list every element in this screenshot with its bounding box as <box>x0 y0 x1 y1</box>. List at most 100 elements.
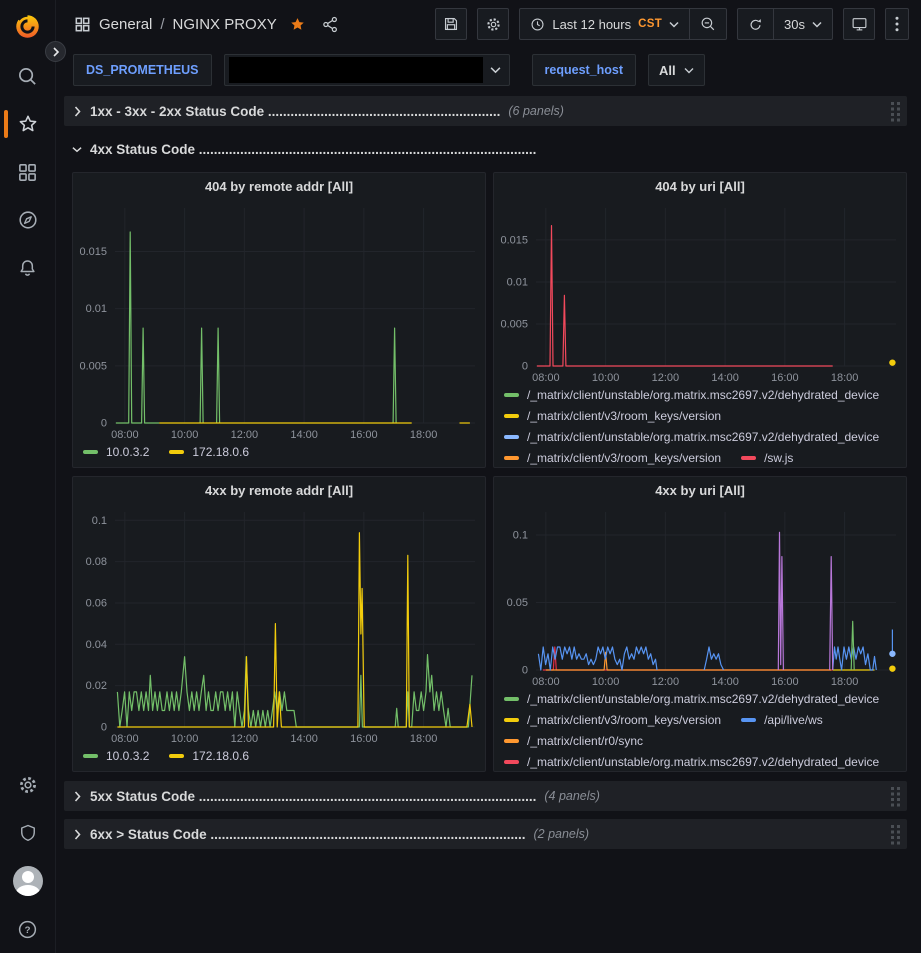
share-icon[interactable] <box>322 16 339 33</box>
legend-item[interactable]: /_matrix/client/r0/sync <box>504 734 643 748</box>
svg-text:0.05: 0.05 <box>507 597 528 609</box>
legend-item[interactable]: /_matrix/client/unstable/org.matrix.msc2… <box>504 755 879 769</box>
legend-item[interactable]: /_matrix/client/v3/room_keys/version <box>504 451 721 465</box>
sidebar-item-configuration[interactable] <box>0 761 56 809</box>
chevron-down-icon <box>684 67 694 73</box>
sidebar-item-server-admin[interactable] <box>0 809 56 857</box>
legend-item[interactable]: /_matrix/client/unstable/org.matrix.msc2… <box>504 388 879 402</box>
chevron-down-icon <box>669 21 679 28</box>
sidebar-item-alerting[interactable] <box>0 244 56 292</box>
chart-svg: 08:00 10:00 12:00 14:00 16:00 18:00 0 0.005 0.01… <box>500 208 896 384</box>
panel-title[interactable]: 404 by uri [All] <box>655 179 745 194</box>
legend-item[interactable]: /api/live/ws <box>741 713 823 727</box>
legend-swatch-icon <box>504 718 519 722</box>
svg-text:14:00: 14:00 <box>711 676 739 688</box>
legend-swatch-icon <box>504 760 519 764</box>
row-header-6xx[interactable]: 6xx > Status Code ......................… <box>64 819 907 849</box>
zoom-out-button[interactable] <box>690 9 726 39</box>
legend-label: /_matrix/client/unstable/org.matrix.msc2… <box>527 755 880 769</box>
panel-chart[interactable]: 08:00 10:00 12:00 14:00 16:00 18:00 0 0.02 0.04 0… <box>73 504 485 747</box>
save-dashboard-button[interactable] <box>435 8 468 40</box>
svg-text:0: 0 <box>522 665 528 677</box>
sidebar-item-explore[interactable] <box>0 196 56 244</box>
time-range-picker[interactable]: Last 12 hours CST <box>520 9 689 39</box>
panel-chart[interactable]: 08:00 10:00 12:00 14:00 16:00 18:00 0 0.005 0.01… <box>73 200 485 443</box>
main-area: General / NGINX PROXY Last 12 hours <box>56 0 921 953</box>
refresh-interval-label: 30s <box>784 16 805 32</box>
sidebar-item-profile[interactable] <box>0 857 56 905</box>
legend-item[interactable]: /sw.js <box>741 451 793 465</box>
more-options-button[interactable] <box>885 8 909 40</box>
legend-item[interactable]: 172.18.0.6 <box>169 445 249 459</box>
svg-text:0: 0 <box>101 418 107 430</box>
svg-text:10:00: 10:00 <box>171 733 199 745</box>
legend-item[interactable]: /_matrix/client/unstable/org.matrix.msc2… <box>504 430 879 444</box>
legend-item[interactable]: /_matrix/client/unstable/org.matrix.msc2… <box>504 692 879 706</box>
svg-text:16:00: 16:00 <box>350 429 378 441</box>
sidebar-item-dashboards[interactable] <box>0 148 56 196</box>
legend-label: /_matrix/client/unstable/org.matrix.msc2… <box>527 692 880 706</box>
cycle-view-mode-button[interactable] <box>843 8 875 40</box>
chevron-down-icon <box>812 21 822 28</box>
dashboard-body: 1xx - 3xx - 2xx Status Code ............… <box>56 92 921 953</box>
breadcrumb-section[interactable]: General <box>99 15 153 33</box>
row-header-5xx[interactable]: 5xx Status Code ........................… <box>64 781 907 811</box>
row-drag-handle[interactable] <box>890 824 901 845</box>
svg-text:0.01: 0.01 <box>507 276 528 288</box>
gear-icon <box>487 17 500 31</box>
legend-label: /_matrix/client/unstable/org.matrix.msc2… <box>527 388 880 402</box>
row-header-1xx-3xx-2xx[interactable]: 1xx - 3xx - 2xx Status Code ............… <box>64 96 907 126</box>
svg-text:08:00: 08:00 <box>111 733 139 745</box>
sidebar-expand-button[interactable] <box>45 41 66 62</box>
panel-404-by-remote-addr-all-: 404 by remote addr [All] 08:00 10:00 12:00 1… <box>72 172 486 468</box>
variable-request-host-value[interactable]: All <box>648 54 705 86</box>
legend-swatch-icon <box>504 435 519 439</box>
svg-text:0: 0 <box>522 361 528 373</box>
timezone-label: CST <box>638 18 663 30</box>
svg-text:0.01: 0.01 <box>86 303 107 315</box>
svg-text:10:00: 10:00 <box>592 676 620 688</box>
panel-title[interactable]: 4xx by remote addr [All] <box>204 483 354 498</box>
sidebar-item-search[interactable] <box>0 52 56 100</box>
row-drag-handle[interactable] <box>890 101 901 122</box>
refresh-button[interactable] <box>738 9 773 39</box>
legend-item[interactable]: 10.0.3.2 <box>83 749 149 763</box>
legend-swatch-icon <box>741 718 757 722</box>
svg-text:18:00: 18:00 <box>831 676 859 688</box>
legend-item[interactable]: 10.0.3.2 <box>83 445 149 459</box>
legend-item[interactable]: 172.18.0.6 <box>169 749 249 763</box>
chevron-down-icon <box>72 146 82 153</box>
row-panel-count: (4 panels) <box>544 789 600 803</box>
sidebar-item-help[interactable]: ? <box>0 905 56 953</box>
dashboard-settings-button[interactable] <box>477 8 510 40</box>
panel-chart[interactable]: 08:00 10:00 12:00 14:00 16:00 18:00 0 0.005 0.01… <box>494 200 906 386</box>
row-header-4xx[interactable]: 4xx Status Code ........................… <box>64 134 907 164</box>
gear-icon <box>19 777 36 793</box>
legend-item[interactable]: /_matrix/client/v3/room_keys/version <box>504 713 721 727</box>
panel-title[interactable]: 4xx by uri [All] <box>655 483 745 498</box>
legend-label: 10.0.3.2 <box>106 749 150 763</box>
row-drag-handle[interactable] <box>890 786 901 807</box>
dashboard-toolbar: Last 12 hours CST 30s <box>435 8 909 40</box>
variable-request-host-label[interactable]: request_host <box>531 54 637 86</box>
panel-legend: 10.0.3.2 172.18.0.6 <box>73 443 485 467</box>
legend-item[interactable]: /_matrix/client/v3/room_keys/version <box>504 409 721 423</box>
variable-ds-prometheus-value[interactable] <box>223 54 510 86</box>
variable-ds-prometheus-label[interactable]: DS_PROMETHEUS <box>73 54 212 86</box>
panel-title[interactable]: 404 by remote addr [All] <box>204 179 354 194</box>
zoom-out-icon <box>701 17 715 31</box>
grafana-logo[interactable] <box>0 0 56 52</box>
breadcrumb-title[interactable]: NGINX PROXY <box>172 15 277 33</box>
legend-swatch-icon <box>504 739 519 743</box>
legend-label: /_matrix/client/v3/room_keys/version <box>527 409 722 423</box>
grafana-logo-icon <box>16 13 39 38</box>
panel-legend: 10.0.3.2 172.18.0.6 <box>73 747 485 771</box>
star-filled-icon[interactable] <box>289 16 306 33</box>
refresh-interval-picker[interactable]: 30s <box>774 9 832 39</box>
star-icon <box>19 115 36 132</box>
panel-chart[interactable]: 08:00 10:00 12:00 14:00 16:00 18:00 0 0.05 0.1 <box>494 504 906 690</box>
sidebar-item-starred[interactable] <box>0 100 56 148</box>
svg-text:0.015: 0.015 <box>500 234 528 246</box>
breadcrumb: General / NGINX PROXY <box>74 16 339 33</box>
